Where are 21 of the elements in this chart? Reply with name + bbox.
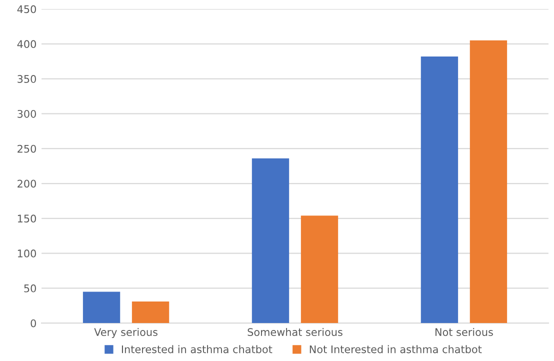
bar — [252, 158, 290, 324]
y-tick-label: 200 — [18, 180, 36, 188]
y-tick-label: 350 — [18, 75, 36, 83]
y-tick-label: 400 — [17, 40, 36, 48]
legend-label: Interested in asthma chatbot — [122, 345, 272, 354]
bar — [82, 292, 120, 324]
y-tick-label: 0 — [30, 319, 36, 328]
bar — [470, 40, 508, 324]
y-tick-label: 300 — [18, 110, 36, 118]
x-tick-label: Not serious — [436, 328, 493, 336]
y-tick-label: 50 — [24, 284, 36, 292]
bar — [420, 56, 458, 324]
x-tick-label: Somewhat serious — [248, 328, 342, 336]
bar — [300, 216, 338, 324]
y-tick-label: 450 — [17, 5, 36, 14]
y-tick-label: 100 — [18, 250, 36, 258]
y-tick-label: 150 — [18, 214, 36, 223]
bar — [132, 301, 170, 324]
y-tick-label: 250 — [18, 144, 36, 153]
x-tick-label: Very serious — [94, 328, 158, 338]
legend-label: Not Interested in asthma chatbot — [310, 345, 482, 354]
